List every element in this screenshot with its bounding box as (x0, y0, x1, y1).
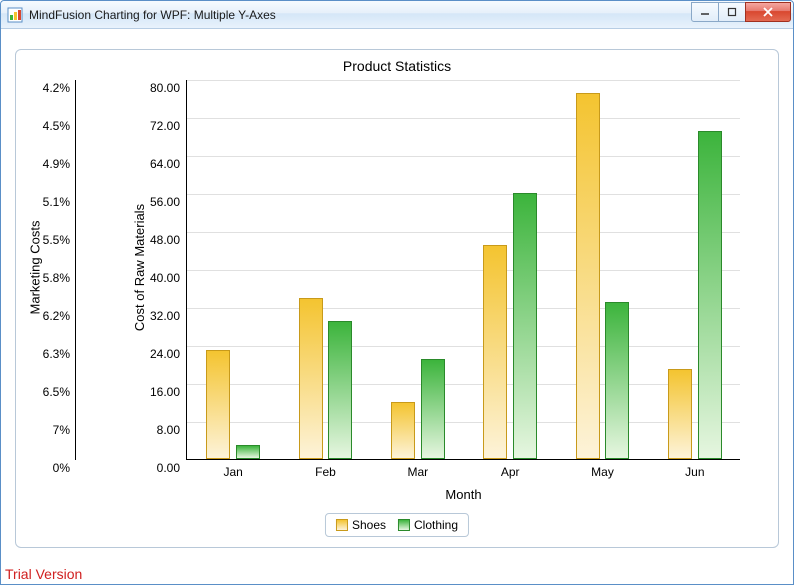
maximize-button[interactable] (718, 2, 746, 22)
y-tick-marketing: 6.2% (43, 309, 70, 323)
legend-swatch-shoes (336, 519, 348, 531)
chart-title: Product Statistics (16, 58, 778, 74)
bar-clothing (421, 359, 445, 459)
y-tick-materials: 56.00 (150, 195, 180, 209)
y-tick-marketing: 4.9% (43, 157, 70, 171)
chart-panel: Product Statistics 0% 7% 6.5% 6.3% 6.2% 5.8% 5… (15, 49, 779, 548)
bar-clothing (328, 321, 352, 459)
legend-item-shoes: Shoes (336, 518, 386, 532)
minimize-button[interactable] (691, 2, 719, 22)
x-axis-title: Month (445, 487, 481, 502)
x-tick-label: Jun (685, 465, 704, 479)
y-tick-marketing: 0% (53, 461, 70, 475)
x-tick-label: Jan (223, 465, 242, 479)
y-tick-materials: 80.00 (150, 81, 180, 95)
y-tick-materials: 16.00 (150, 385, 180, 399)
legend-label-clothing: Clothing (414, 518, 458, 532)
bar-clothing (698, 131, 722, 459)
y-tick-marketing: 7% (53, 423, 70, 437)
y-tick-marketing: 5.5% (43, 233, 70, 247)
y-tick-materials: 40.00 (150, 271, 180, 285)
legend-item-clothing: Clothing (398, 518, 458, 532)
bar-clothing (605, 302, 629, 459)
y-tick-materials: 64.00 (150, 157, 180, 171)
y-tick-marketing: 5.8% (43, 271, 70, 285)
y-tick-marketing: 6.5% (43, 385, 70, 399)
bar-shoes (391, 402, 415, 459)
y-tick-materials: 48.00 (150, 233, 180, 247)
y-tick-marketing: 6.3% (43, 347, 70, 361)
y-tick-marketing: 4.2% (43, 81, 70, 95)
y-tick-materials: 72.00 (150, 119, 180, 133)
close-button[interactable] (745, 2, 791, 22)
bar-clothing (236, 445, 260, 459)
y-tick-materials: 32.00 (150, 309, 180, 323)
x-tick-label: Feb (315, 465, 336, 479)
trial-watermark: Trial Version (5, 566, 82, 582)
x-tick-label: Apr (501, 465, 520, 479)
y-tick-marketing: 5.1% (43, 195, 70, 209)
bar-shoes (299, 298, 323, 460)
bar-shoes (483, 245, 507, 459)
y-tick-materials: 24.00 (150, 347, 180, 361)
y-tick-materials: 8.00 (157, 423, 180, 437)
y-axis-marketing-title: Marketing Costs (27, 221, 42, 315)
plot-area: Month JanFebMarAprMayJun (186, 80, 740, 460)
y-tick-marketing: 4.5% (43, 119, 70, 133)
app-icon (7, 7, 23, 23)
content-area: Product Statistics 0% 7% 6.5% 6.3% 6.2% 5.8% 5… (1, 29, 793, 584)
legend-label-shoes: Shoes (352, 518, 386, 532)
titlebar[interactable]: MindFusion Charting for WPF: Multiple Y-… (1, 1, 793, 29)
bar-shoes (576, 93, 600, 459)
x-tick-label: May (591, 465, 614, 479)
window-title: MindFusion Charting for WPF: Multiple Y-… (29, 8, 692, 22)
bar-shoes (206, 350, 230, 459)
y-axis-materials-title: Cost of Raw Materials (132, 204, 147, 331)
app-window: MindFusion Charting for WPF: Multiple Y-… (0, 0, 794, 585)
window-controls (692, 2, 791, 22)
legend: Shoes Clothing (325, 513, 469, 537)
bar-shoes (668, 369, 692, 459)
bar-clothing (513, 193, 537, 459)
legend-swatch-clothing (398, 519, 410, 531)
y-tick-materials: 0.00 (157, 461, 180, 475)
x-tick-label: Mar (407, 465, 428, 479)
